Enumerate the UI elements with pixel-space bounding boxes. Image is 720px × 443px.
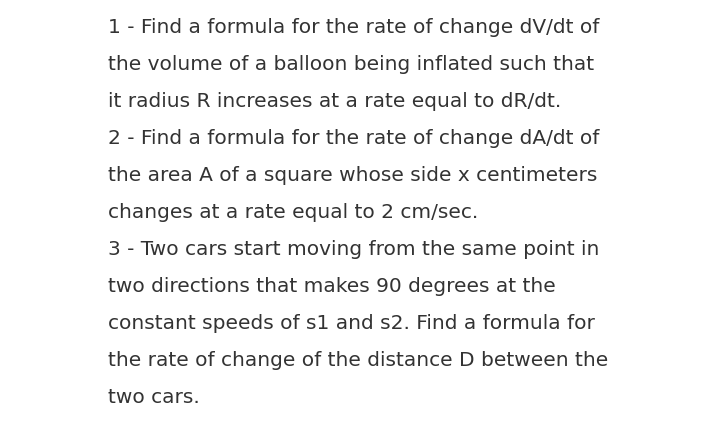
Text: the volume of a balloon being inflated such that: the volume of a balloon being inflated s… [108,55,594,74]
Text: it radius R increases at a rate equal to dR/dt.: it radius R increases at a rate equal to… [108,92,562,111]
Text: changes at a rate equal to 2 cm/sec.: changes at a rate equal to 2 cm/sec. [108,203,478,222]
Text: constant speeds of s1 and s2. Find a formula for: constant speeds of s1 and s2. Find a for… [108,314,595,333]
Text: 1 - Find a formula for the rate of change dV/dt of: 1 - Find a formula for the rate of chang… [108,18,599,37]
Text: the rate of change of the distance D between the: the rate of change of the distance D bet… [108,351,608,370]
Text: two directions that makes 90 degrees at the: two directions that makes 90 degrees at … [108,277,556,296]
Text: 3 - Two cars start moving from the same point in: 3 - Two cars start moving from the same … [108,240,599,259]
Text: 2 - Find a formula for the rate of change dA/dt of: 2 - Find a formula for the rate of chang… [108,129,599,148]
Text: two cars.: two cars. [108,388,199,407]
Text: the area A of a square whose side x centimeters: the area A of a square whose side x cent… [108,166,598,185]
